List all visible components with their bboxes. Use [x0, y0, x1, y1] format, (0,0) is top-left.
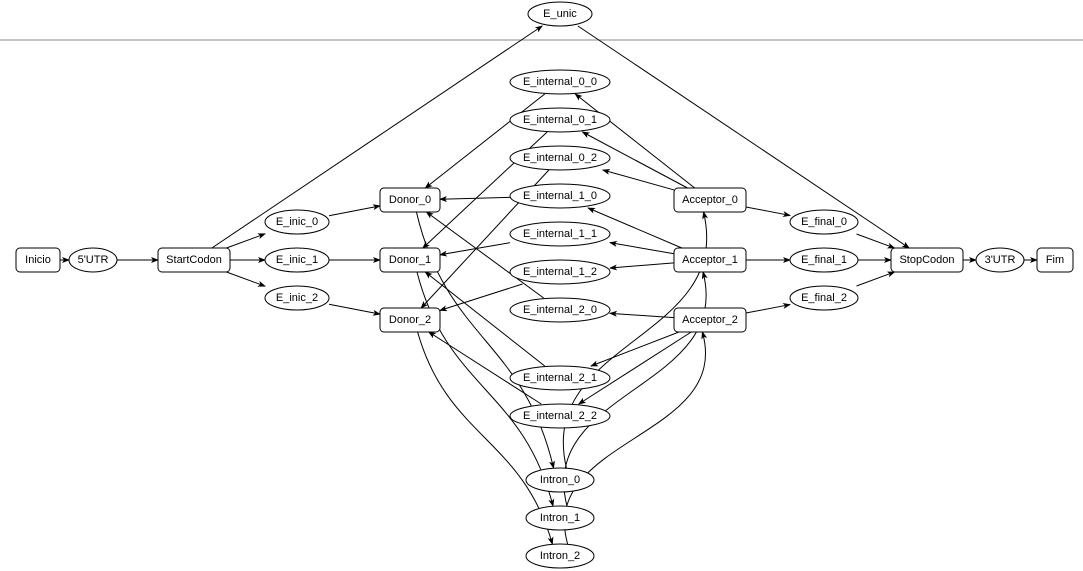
node-inicio: Inicio [16, 248, 60, 272]
node-eint12: E_internal_1_2 [510, 260, 610, 284]
node-eint01: E_internal_0_1 [510, 108, 610, 132]
node-startcodon: StartCodon [158, 248, 230, 272]
node-label-fim: Fim [1046, 254, 1064, 266]
node-donor2: Donor_2 [380, 308, 440, 332]
node-label-intron0: Intron_0 [540, 474, 580, 486]
edges-layer [60, 26, 1037, 544]
edge-eunic-to-stopcodon [578, 26, 909, 248]
node-label-stopcodon: StopCodon [899, 254, 954, 266]
node-eint02: E_internal_0_2 [510, 146, 610, 170]
node-eint00: E_internal_0_0 [510, 70, 610, 94]
node-label-eint11: E_internal_1_1 [523, 228, 597, 240]
node-label-utr5: 5'UTR [78, 254, 109, 266]
node-label-eint22: E_internal_2_2 [523, 410, 597, 422]
edge-eint00-to-donor0 [425, 94, 544, 188]
edge-acceptor1-to-eint11 [610, 243, 674, 254]
node-acceptor1: Acceptor_1 [674, 248, 746, 272]
edge-acceptor2-to-eint22 [579, 332, 692, 404]
edge-acceptor2-to-efinal2 [746, 305, 790, 313]
node-label-donor2: Donor_2 [389, 314, 431, 326]
node-label-eint00: E_internal_0_0 [523, 76, 597, 88]
node-label-eint01: E_internal_0_1 [523, 114, 597, 126]
node-label-inicio: Inicio [25, 254, 51, 266]
node-intron2: Intron_2 [526, 544, 594, 568]
node-label-acceptor2: Acceptor_2 [682, 314, 738, 326]
node-label-eint12: E_internal_1_2 [523, 266, 597, 278]
node-label-einic0: E_inic_0 [276, 216, 318, 228]
node-donor1: Donor_1 [380, 248, 440, 272]
edge-eint11-to-donor1 [440, 243, 510, 255]
node-donor0: Donor_0 [380, 188, 440, 212]
node-label-eunic: E_unic [543, 8, 577, 20]
node-efinal2: E_final_2 [790, 286, 858, 310]
node-label-efinal2: E_final_2 [801, 292, 847, 304]
node-einic1: E_inic_1 [265, 248, 329, 272]
edge-startcodon-to-einic2 [227, 272, 265, 286]
node-label-donor1: Donor_1 [389, 254, 431, 266]
node-efinal0: E_final_0 [790, 210, 858, 234]
node-einic2: E_inic_2 [265, 286, 329, 310]
node-intron1: Intron_1 [526, 506, 594, 530]
node-label-efinal1: E_final_1 [801, 254, 847, 266]
edge-acceptor0-to-eint02 [603, 170, 674, 190]
node-label-intron2: Intron_2 [540, 550, 580, 562]
node-label-eint21: E_internal_2_1 [523, 372, 597, 384]
node-utr3: 3'UTR [976, 248, 1024, 272]
node-label-einic2: E_inic_2 [276, 292, 318, 304]
edge-startcodon-to-eunic [212, 26, 542, 248]
node-efinal1: E_final_1 [790, 248, 858, 272]
node-label-efinal0: E_final_0 [801, 216, 847, 228]
node-stopcodon: StopCodon [891, 248, 963, 272]
node-eint11: E_internal_1_1 [510, 222, 610, 246]
node-label-intron1: Intron_1 [540, 512, 580, 524]
node-label-utr3: 3'UTR [985, 254, 1016, 266]
edge-acceptor0-to-efinal0 [746, 207, 790, 215]
edge-acceptor2-to-eint20 [610, 313, 674, 317]
edge-acceptor2-to-eint21 [591, 332, 679, 366]
node-label-donor0: Donor_0 [389, 194, 431, 206]
node-utr5: 5'UTR [69, 248, 117, 272]
node-label-einic1: E_inic_1 [276, 254, 318, 266]
node-eint21: E_internal_2_1 [510, 366, 610, 390]
nodes-layer: Inicio 5'UTR StartCodon E_inic_0 E_inic_1 E_i… [16, 2, 1073, 568]
node-eint20: E_internal_2_0 [510, 298, 610, 322]
edge-einic0-to-donor0 [329, 206, 380, 216]
node-eint22: E_internal_2_2 [510, 404, 610, 428]
node-fim: Fim [1037, 248, 1073, 272]
edge-efinal0-to-stopcodon [857, 234, 895, 248]
node-label-eint20: E_internal_2_0 [523, 304, 597, 316]
node-eint10: E_internal_1_0 [510, 184, 610, 208]
node-acceptor2: Acceptor_2 [674, 308, 746, 332]
edge-einic2-to-donor2 [329, 304, 380, 314]
edge-startcodon-to-einic0 [227, 234, 265, 248]
gene-model-diagram: Inicio 5'UTR StartCodon E_inic_0 E_inic_1 E_i… [0, 0, 1083, 571]
node-label-acceptor1: Acceptor_1 [682, 254, 738, 266]
node-label-acceptor0: Acceptor_0 [682, 194, 738, 206]
node-label-eint02: E_internal_0_2 [523, 152, 597, 164]
node-eunic: E_unic [528, 2, 592, 26]
edge-acceptor1-to-eint12 [610, 263, 674, 268]
node-einic0: E_inic_0 [265, 210, 329, 234]
edge-efinal2-to-stopcodon [857, 272, 895, 286]
node-label-eint10: E_internal_1_0 [523, 190, 597, 202]
edge-acceptor0-to-eint00 [575, 94, 694, 188]
node-label-startcodon: StartCodon [166, 254, 222, 266]
node-intron0: Intron_0 [526, 468, 594, 492]
node-acceptor0: Acceptor_0 [674, 188, 746, 212]
